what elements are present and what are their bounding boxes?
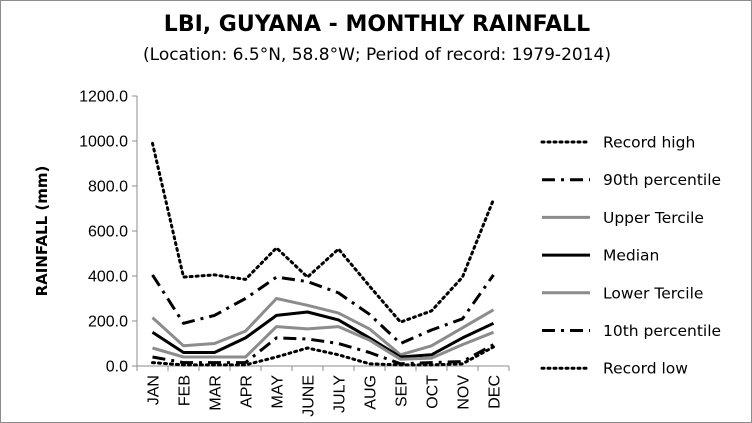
legend-label: Record high (603, 134, 695, 152)
legend-label: 90th percentile (603, 171, 721, 189)
chart-title: LBI, GUYANA - MONTHLY RAINFALL (164, 12, 590, 37)
legend-label: Lower Tercile (603, 284, 703, 302)
y-tick-label: 200.0 (88, 314, 128, 331)
series-line-median (151, 310, 495, 359)
legend: Record high 90th percentile Upper Tercile M… (540, 134, 721, 378)
x-tick-label: DEC (487, 375, 504, 409)
x-tick-label: SEP (394, 375, 411, 407)
x-tick-label: FEB (177, 375, 194, 406)
x-tick-label: NOV (456, 375, 473, 410)
x-axis-ticks: JAN FEB MAR APR MAY JUNE JULY AUG SEP OCT NOV DEC (136, 366, 510, 417)
x-tick-label: JULY (332, 375, 349, 413)
series-lines (151, 141, 495, 367)
axes (136, 96, 509, 367)
legend-label: Record low (603, 360, 688, 378)
chart-subtitle: (Location: 6.5°N, 58.8°W; Period of reco… (143, 45, 611, 65)
y-tick-label: 400.0 (88, 269, 128, 286)
series-line-record-high (151, 141, 495, 324)
y-tick-label: 800.0 (88, 179, 128, 196)
y-tick-label: 0.0 (106, 359, 128, 376)
legend-label: 10th percentile (603, 322, 721, 340)
x-tick-label: AUG (363, 375, 380, 410)
x-tick-label: APR (239, 375, 256, 408)
x-tick-label: JUNE (301, 375, 318, 417)
x-tick-label: OCT (425, 375, 442, 409)
y-tick-label: 1000.0 (79, 134, 128, 151)
y-axis-label: RAINFALL (mm) (33, 166, 51, 297)
legend-label: Median (603, 247, 659, 265)
y-tick-label: 600.0 (88, 224, 128, 241)
legend-label: Upper Tercile (603, 209, 704, 227)
series-line-10th-percentile (152, 336, 495, 366)
x-tick-label: MAY (270, 375, 287, 409)
series-line-lower-tercile (152, 325, 495, 361)
y-axis-ticks: 0.0 200.0 400.0 600.0 800.0 1000.0 1200.0 (79, 89, 137, 376)
x-tick-label: MAR (208, 375, 225, 411)
series-line-record-low (151, 345, 495, 367)
x-tick-label: JAN (146, 375, 163, 405)
series-line-90th-percentile (151, 274, 495, 345)
series-line-upper-tercile (151, 297, 495, 357)
y-tick-label: 1200.0 (79, 89, 128, 106)
